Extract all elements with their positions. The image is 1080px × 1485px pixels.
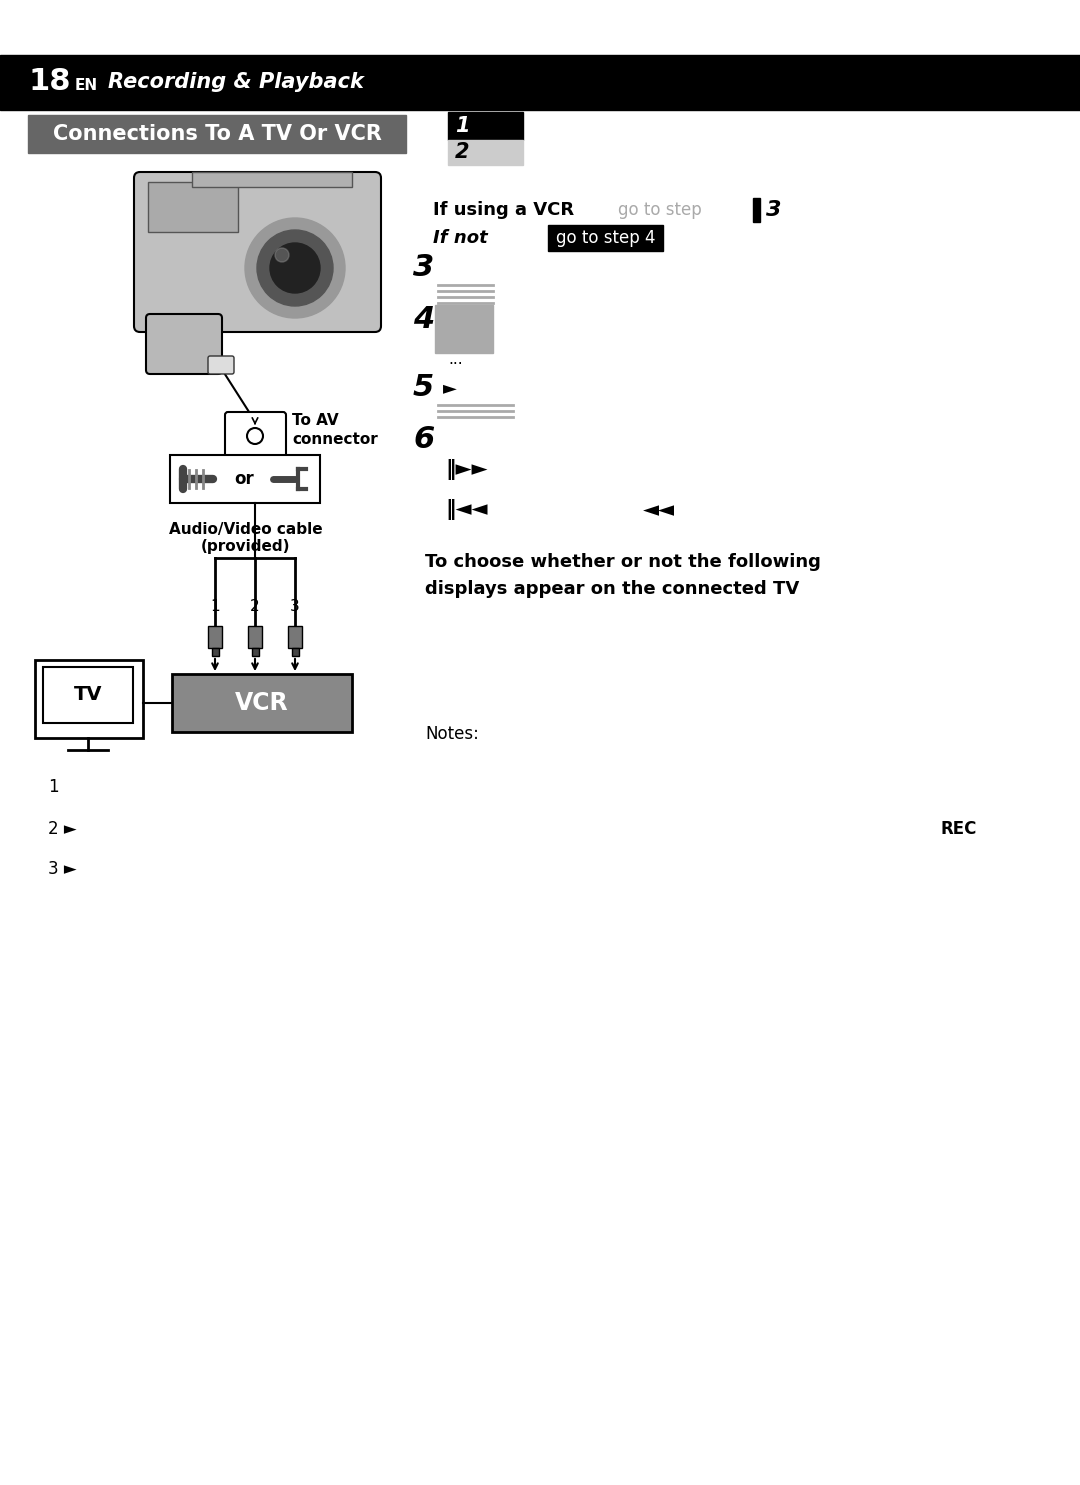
- Bar: [753, 198, 760, 221]
- Text: go to step 4: go to step 4: [556, 229, 656, 247]
- Text: VCR: VCR: [235, 691, 288, 714]
- Text: To AV
connector: To AV connector: [292, 413, 378, 447]
- Bar: [212, 647, 219, 656]
- Bar: [172, 674, 352, 732]
- Bar: [435, 304, 492, 353]
- Text: ►: ►: [443, 379, 457, 396]
- Text: If using a VCR: If using a VCR: [433, 200, 575, 218]
- Text: Audio/Video cable
(provided): Audio/Video cable (provided): [170, 523, 323, 554]
- Text: REC: REC: [940, 820, 976, 838]
- Bar: [192, 172, 352, 187]
- Bar: [28, 114, 406, 153]
- Text: 1: 1: [211, 598, 220, 613]
- Text: 3: 3: [766, 200, 782, 220]
- Bar: [252, 647, 259, 656]
- Text: 3: 3: [413, 254, 434, 282]
- Text: 2 ►: 2 ►: [48, 820, 77, 838]
- Text: ‖►►: ‖►►: [445, 459, 487, 481]
- Bar: [288, 627, 302, 647]
- Text: Notes:: Notes:: [426, 725, 478, 742]
- Bar: [35, 659, 143, 738]
- Bar: [448, 140, 523, 165]
- Text: 4: 4: [413, 306, 434, 334]
- Text: Connections To A TV Or VCR: Connections To A TV Or VCR: [53, 125, 381, 144]
- Text: ...: ...: [448, 352, 462, 367]
- Text: To choose whether or not the following: To choose whether or not the following: [426, 552, 821, 572]
- Text: or: or: [234, 469, 254, 489]
- Text: 3 ►: 3 ►: [48, 860, 77, 878]
- Bar: [170, 454, 320, 503]
- Text: 6: 6: [413, 426, 434, 454]
- Text: 18: 18: [28, 67, 70, 97]
- Circle shape: [270, 244, 320, 293]
- Text: displays appear on the connected TV: displays appear on the connected TV: [426, 581, 799, 598]
- Text: 3: 3: [291, 598, 300, 613]
- Bar: [208, 627, 222, 647]
- Circle shape: [245, 218, 345, 318]
- Circle shape: [257, 230, 333, 306]
- Text: ‖◄◄: ‖◄◄: [445, 499, 487, 521]
- FancyBboxPatch shape: [134, 172, 381, 333]
- Text: 1: 1: [48, 778, 58, 796]
- Text: go to step: go to step: [618, 200, 702, 218]
- Bar: [548, 226, 663, 251]
- Circle shape: [247, 428, 264, 444]
- FancyBboxPatch shape: [208, 356, 234, 374]
- Text: 2: 2: [251, 598, 260, 613]
- FancyBboxPatch shape: [146, 313, 222, 374]
- Text: TV: TV: [73, 686, 103, 704]
- Bar: [43, 667, 133, 723]
- Bar: [248, 627, 262, 647]
- Bar: [0, 55, 1080, 110]
- Text: 1: 1: [455, 116, 470, 137]
- Bar: [292, 647, 299, 656]
- Text: 5: 5: [413, 374, 434, 402]
- Text: If not: If not: [433, 229, 488, 247]
- Bar: [148, 183, 238, 232]
- Circle shape: [275, 248, 289, 261]
- Text: ◄◄: ◄◄: [643, 500, 675, 520]
- Text: 2: 2: [455, 143, 470, 162]
- FancyBboxPatch shape: [225, 411, 286, 460]
- Text: EN: EN: [75, 79, 98, 94]
- Text: Recording & Playback: Recording & Playback: [108, 71, 364, 92]
- Bar: [448, 111, 523, 140]
